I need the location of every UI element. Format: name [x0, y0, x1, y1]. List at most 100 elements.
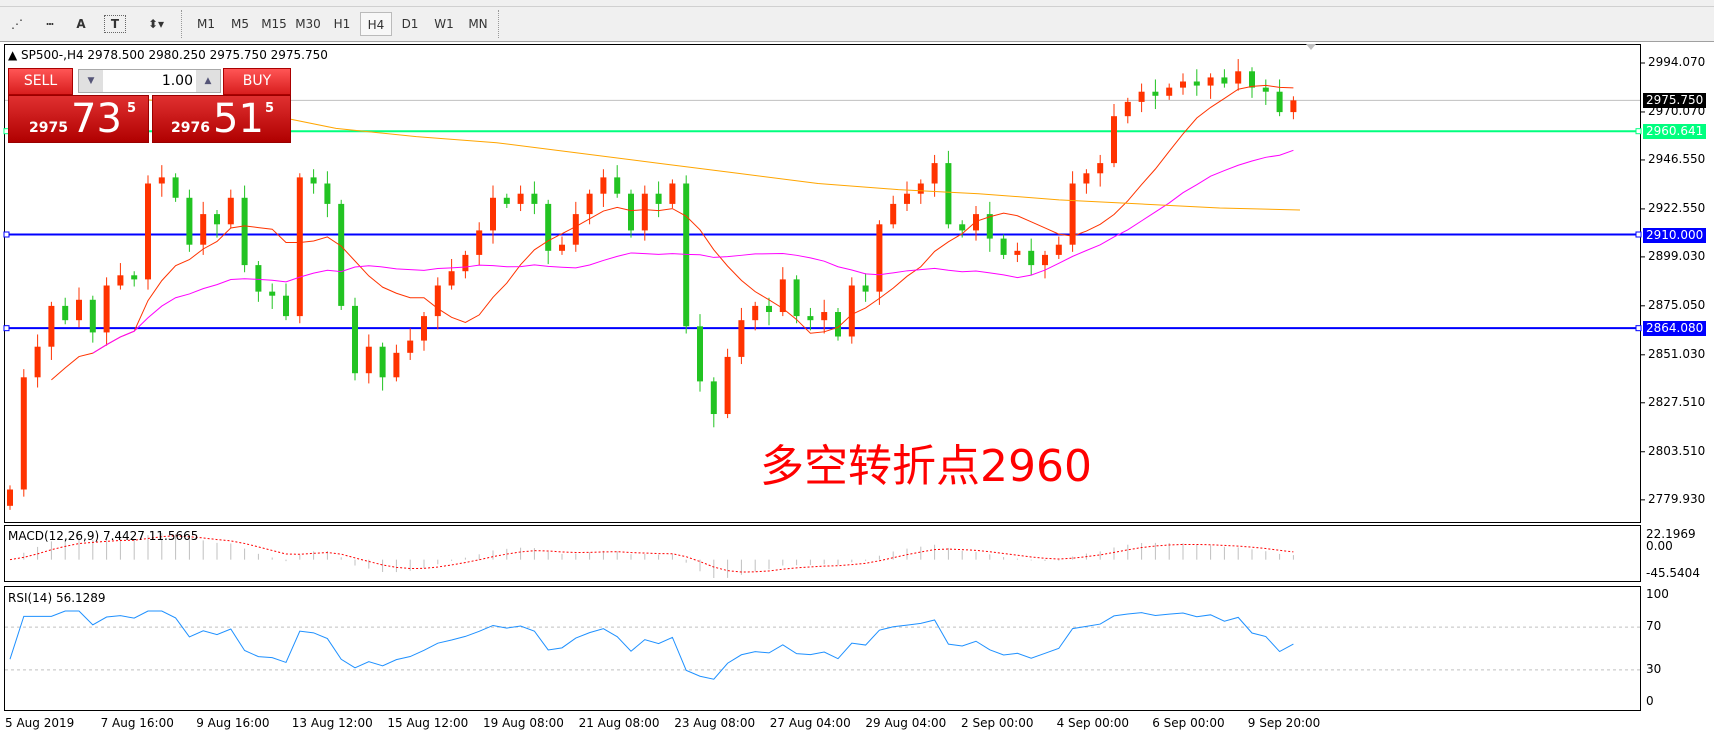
candle	[462, 254, 469, 272]
time-axis-label: 27 Aug 04:00	[769, 716, 851, 730]
volume-input[interactable]	[104, 70, 196, 92]
candle	[421, 316, 427, 341]
candle	[655, 193, 662, 204]
candle	[917, 183, 924, 194]
candle	[241, 197, 248, 266]
volume-increase-button[interactable]: ▲	[196, 70, 220, 92]
fibonacci-fan-icon[interactable]: ┅	[46, 17, 53, 31]
time-axis-label: 29 Aug 04:00	[865, 716, 947, 730]
candle	[1193, 81, 1200, 86]
tab-timeframe-m30[interactable]: M30	[295, 17, 321, 31]
candle	[641, 193, 648, 231]
sell-button[interactable]: SELL	[8, 68, 73, 95]
candle	[324, 183, 331, 204]
candle	[1069, 183, 1076, 245]
candle	[945, 163, 952, 225]
arrows-dropdown-icon[interactable]: ⬍▾	[147, 17, 165, 31]
candle	[283, 295, 289, 317]
time-axis-label: 5 Aug 2019	[5, 716, 75, 730]
buy-price[interactable]: 2976 51 5	[152, 95, 291, 143]
tab-timeframe-d1[interactable]: D1	[401, 17, 419, 31]
text-icon[interactable]: A	[76, 17, 86, 31]
time-axis-label: 19 Aug 08:00	[483, 716, 564, 730]
rsi-panel[interactable]	[4, 586, 1641, 711]
candle	[476, 230, 483, 255]
candle	[1028, 250, 1035, 266]
tab-timeframe-mn[interactable]: MN	[468, 17, 488, 31]
line-handle	[1635, 128, 1642, 135]
volume-decrease-button[interactable]: ▼	[79, 70, 103, 92]
candle	[1235, 71, 1242, 84]
macd-tick-label: 0.00	[1646, 539, 1673, 553]
chart-annotation[interactable]: 多空转折点2960	[760, 441, 1092, 492]
fibonacci-expansion-icon[interactable]: ⋰	[11, 17, 23, 31]
candle	[517, 193, 524, 204]
candle	[986, 214, 993, 239]
candle	[117, 275, 124, 286]
candle	[835, 312, 841, 337]
candle	[20, 377, 27, 490]
candle	[793, 279, 800, 317]
tab-timeframe-m1[interactable]: M1	[197, 17, 215, 31]
tab-timeframe-w1[interactable]: W1	[434, 17, 454, 31]
price-tick-label: 2922.550	[1648, 200, 1706, 215]
sell-price-pips: 73	[71, 96, 122, 142]
line-handle	[3, 325, 10, 332]
tab-timeframe-h1[interactable]: H1	[333, 17, 351, 31]
macd-label: MACD(12,26,9) 7.4427 11.5665	[8, 529, 199, 543]
rsi-tick-label: 100	[1646, 587, 1669, 601]
candle	[931, 163, 938, 184]
rsi-tick-label: 0	[1646, 694, 1654, 708]
candle	[738, 320, 745, 357]
rsi-tick-label: 30	[1646, 661, 1662, 676]
candle	[34, 346, 41, 378]
time-axis-label: 15 Aug 12:00	[387, 716, 469, 730]
candle	[1014, 250, 1021, 255]
price-line-label: 2910.000	[1643, 227, 1707, 243]
buy-price-pips: 51	[213, 96, 264, 142]
candle	[1276, 91, 1283, 113]
tab-timeframe-m5[interactable]: M5	[231, 17, 249, 31]
candle	[48, 305, 55, 347]
candle	[724, 356, 731, 415]
buy-button[interactable]: BUY	[223, 68, 291, 95]
candle	[559, 244, 565, 251]
candle	[1207, 77, 1214, 86]
candle	[1055, 244, 1062, 255]
sell-price[interactable]: 2975 73 5	[8, 95, 149, 143]
price-tick-label: 2994.070	[1648, 55, 1706, 69]
toolbar-top-row	[0, 0, 1714, 7]
price-line-label: 2960.641	[1643, 124, 1707, 140]
candle	[89, 299, 96, 333]
candle	[227, 197, 234, 225]
price-tick-label: 2827.510	[1648, 394, 1706, 409]
candle	[1042, 254, 1048, 266]
candle	[1152, 91, 1159, 96]
candle	[545, 203, 552, 251]
candle	[766, 305, 772, 313]
buy-price-big: 2976	[171, 120, 210, 136]
time-axis-label: 9 Sep 20:00	[1247, 716, 1321, 730]
candle	[697, 326, 703, 382]
volume-spinner: ▼ ▲	[78, 69, 221, 93]
time-axis-label: 9 Aug 16:00	[196, 716, 270, 730]
candle	[352, 305, 358, 374]
candle	[490, 197, 496, 231]
tab-timeframe-m15[interactable]: M15	[261, 17, 287, 31]
tab-timeframe-h4[interactable]: H4	[360, 12, 392, 36]
rsi-label: RSI(14) 56.1289	[8, 591, 106, 605]
ma-fast-line	[51, 84, 1294, 381]
candle	[1290, 100, 1297, 113]
text-label-icon[interactable]: T	[104, 15, 126, 33]
macd-panel[interactable]	[4, 525, 1641, 582]
candle	[669, 183, 676, 204]
candle	[628, 193, 634, 231]
macd-tick-label: 22.1969	[1646, 527, 1696, 541]
candle	[255, 265, 262, 292]
candle	[848, 285, 855, 337]
candle	[379, 346, 386, 378]
macd-tick-label: -45.5404	[1646, 566, 1700, 580]
candle	[393, 352, 400, 378]
candle	[145, 183, 151, 280]
candle	[7, 489, 13, 506]
